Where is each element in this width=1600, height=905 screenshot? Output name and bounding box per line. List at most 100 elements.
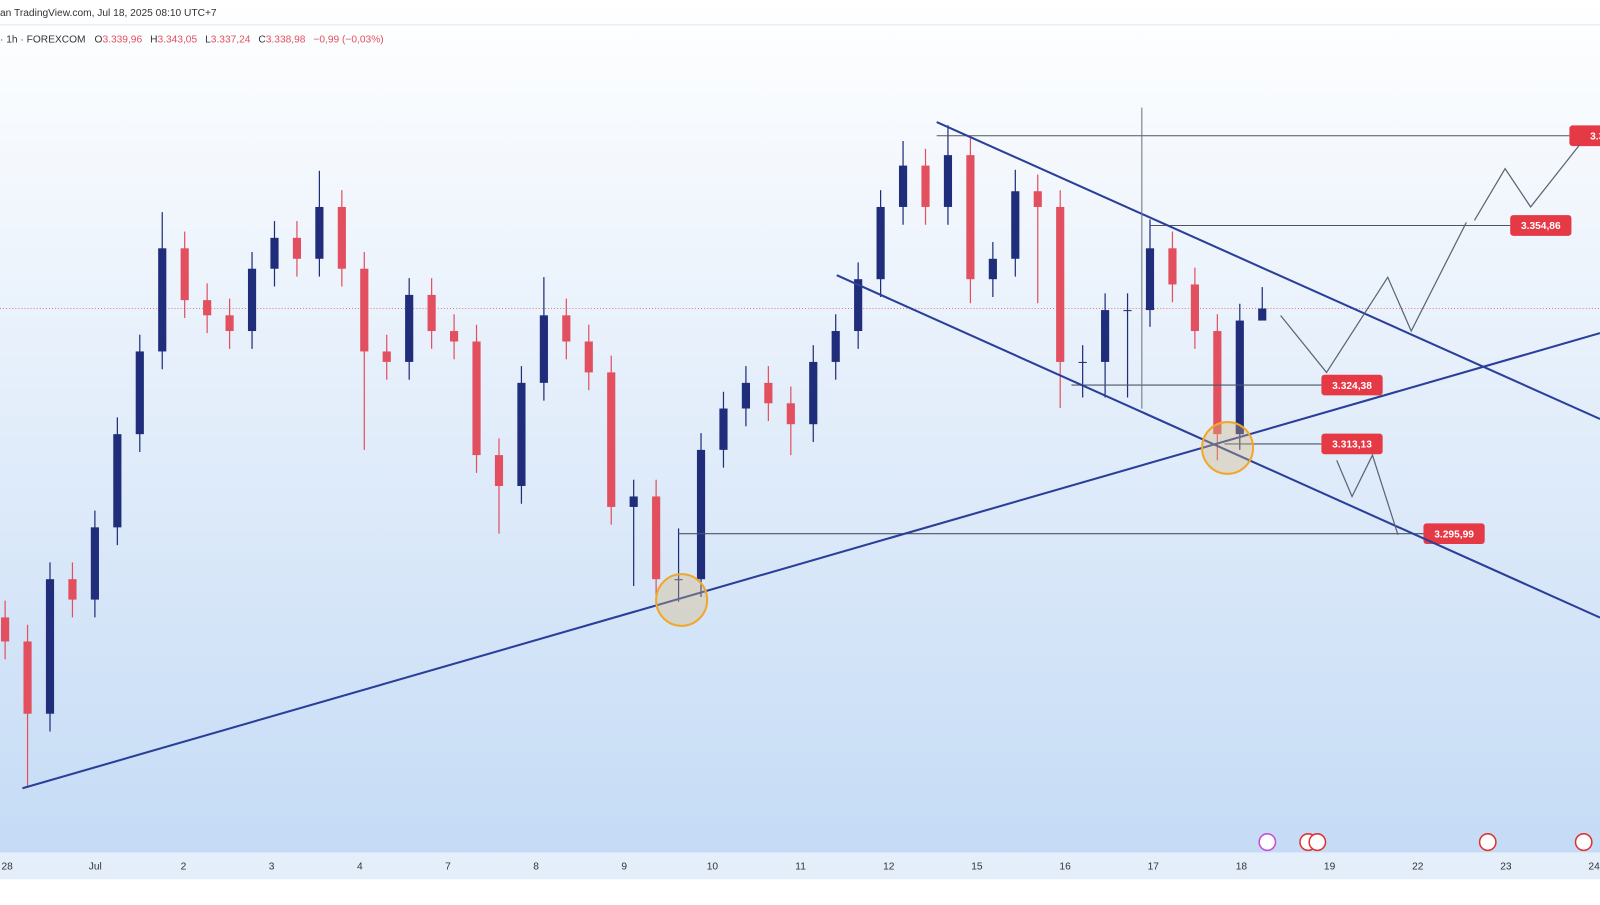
candle-body <box>337 206 346 269</box>
projection-path <box>1336 453 1399 536</box>
x-tick-label: Jul <box>89 862 102 873</box>
event-icon <box>1574 833 1593 852</box>
footer-strip <box>0 879 1600 900</box>
candle-body <box>764 382 773 404</box>
candle-body <box>405 294 414 362</box>
event-icon <box>1258 833 1277 852</box>
candle-body <box>921 165 930 207</box>
x-tick-label: 11 <box>795 862 806 873</box>
event-icons <box>1258 833 1593 852</box>
candle-body <box>988 258 997 280</box>
x-tick-label: 12 <box>883 862 895 873</box>
candle-body <box>90 527 99 600</box>
candle-body <box>270 237 279 269</box>
channel-bottom <box>836 274 1600 619</box>
event-icon <box>1478 833 1497 852</box>
candle-body <box>45 579 55 714</box>
x-tick-label: 24 <box>1588 862 1600 873</box>
candle-body <box>427 294 436 332</box>
x-tick-label: 9 <box>621 862 627 873</box>
candle-body <box>1258 308 1267 321</box>
candle-body <box>696 449 706 580</box>
candle-body <box>1 617 10 642</box>
candle-body <box>876 206 885 280</box>
ohlc-key: O <box>95 34 103 45</box>
change: −0,99 (−0,03%) <box>313 34 383 45</box>
x-tick-label: 7 <box>445 862 451 873</box>
price-label: 3.295,99 <box>1434 529 1474 540</box>
ohlc-key: L <box>205 34 211 45</box>
candle-body <box>203 300 212 316</box>
candle-body <box>1213 331 1222 435</box>
candle-body <box>113 434 122 528</box>
ohlc-value: 3.338,98 <box>266 34 306 45</box>
candle-body <box>652 496 661 580</box>
candle-body <box>494 455 504 486</box>
x-tick-label: 19 <box>1324 862 1336 873</box>
candle-body <box>629 496 638 507</box>
candle-body <box>360 268 369 352</box>
candle-body <box>1101 310 1110 362</box>
event-icon <box>1308 833 1327 852</box>
candle-body <box>382 351 391 362</box>
header-quote: · 1h · FOREXCOM O3.339,96 H3.343,05 L3.3… <box>0 34 384 45</box>
x-tick-label: 28 <box>1 862 13 873</box>
candle-body <box>1078 361 1087 363</box>
candle-body <box>23 641 32 714</box>
x-tick-label: 10 <box>707 862 719 873</box>
candle-body <box>1235 320 1244 435</box>
candle-body <box>943 155 953 207</box>
candle-body <box>292 237 302 259</box>
x-tick-label: 17 <box>1148 862 1160 873</box>
x-tick-label: 3 <box>269 862 275 873</box>
x-tick-label: 16 <box>1059 862 1071 873</box>
header-source: an TradingView.com, Jul 18, 2025 08:10 U… <box>0 8 217 19</box>
marks: 3.37 3.354,86 3.324,38 3.313,13 3.295,99 <box>0 125 1600 786</box>
x-tick-label: 22 <box>1412 862 1424 873</box>
price-label-box <box>1423 523 1485 545</box>
x-tick-label: 8 <box>533 862 539 873</box>
time-axis-strip <box>0 852 1600 880</box>
candle-body <box>966 155 975 280</box>
ohlc-key: H <box>150 34 157 45</box>
candle-body <box>719 408 728 450</box>
candle-body <box>562 315 571 342</box>
projection <box>1280 144 1581 536</box>
channel-top <box>936 121 1600 420</box>
symbol: · 1h · FOREXCOM <box>0 34 86 45</box>
candle-body <box>68 579 77 600</box>
candle-body <box>517 382 526 486</box>
price-label: 3.324,38 <box>1332 381 1372 392</box>
candle-body <box>247 268 257 332</box>
candle-body <box>741 382 750 409</box>
ohlc-value: 3.337,24 <box>211 34 251 45</box>
candle-body <box>1033 191 1042 207</box>
candle-body <box>898 165 908 207</box>
candle-body <box>1011 191 1020 259</box>
price-label: 3.313,13 <box>1332 440 1372 451</box>
candle-body <box>1056 206 1065 362</box>
projection-path <box>1280 222 1467 374</box>
highlight-circle <box>655 573 709 627</box>
price-label-box <box>1569 125 1600 147</box>
candle-body <box>225 315 234 332</box>
candle-body <box>1123 310 1132 312</box>
candle-body <box>1190 284 1199 332</box>
candle-body <box>135 351 144 435</box>
candle-body <box>1145 248 1155 311</box>
price-label-box <box>1510 215 1572 236</box>
ohlc-value: 3.343,05 <box>157 34 197 45</box>
candle-body <box>180 248 189 301</box>
candle-body <box>1168 248 1177 285</box>
x-tick-label: 15 <box>971 862 983 873</box>
candle-body <box>158 248 167 352</box>
price-label-box <box>1321 433 1383 455</box>
candle-body <box>809 361 818 425</box>
price-label: 3.354,86 <box>1521 221 1561 232</box>
candle-body <box>831 331 840 362</box>
candle-body <box>539 315 548 383</box>
candle-body <box>450 331 459 342</box>
